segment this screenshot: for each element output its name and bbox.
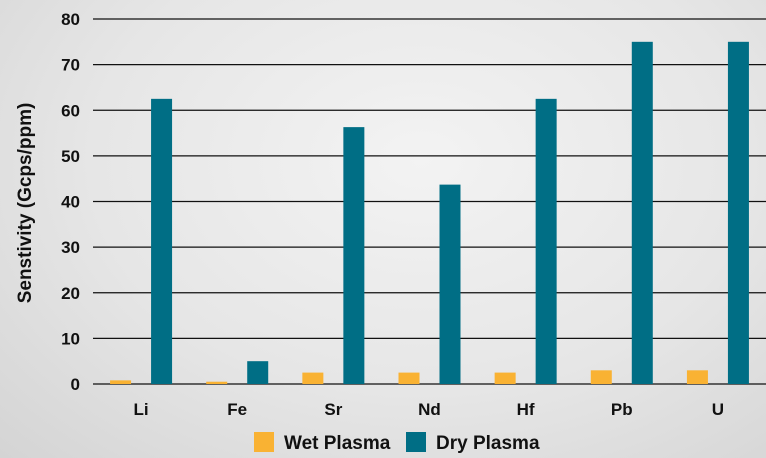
legend: Wet Plasma Dry Plasma (254, 432, 540, 454)
y-tick-label: 80 (61, 10, 80, 29)
y-axis-label: Senstivity (Gcps/ppm) (15, 103, 36, 304)
y-grid-lines (93, 18, 766, 385)
bar-dry-plasma-pb (631, 41, 653, 384)
y-tick-label: 10 (61, 329, 80, 348)
bar-dry-plasma-fe (247, 361, 269, 384)
bar-wet-plasma-li (110, 380, 132, 384)
x-tick-label: Hf (517, 400, 535, 419)
legend-label-dry-plasma: Dry Plasma (436, 433, 540, 454)
y-tick-label: 60 (61, 101, 80, 120)
x-tick-label: Nd (418, 400, 441, 419)
x-tick-label: U (712, 400, 724, 419)
bar-wet-plasma-hf (494, 372, 516, 384)
legend-label-wet-plasma: Wet Plasma (284, 433, 391, 454)
x-tick-label: Fe (227, 400, 247, 419)
y-tick-label: 30 (61, 238, 80, 257)
bar-dry-plasma-nd (439, 184, 461, 384)
x-tick-label: Li (134, 400, 149, 419)
y-tick-labels: 0 10 20 30 40 50 60 70 80 (61, 10, 80, 394)
y-tick-label: 0 (71, 375, 80, 394)
bar-wet-plasma-nd (398, 372, 420, 384)
bar-dry-plasma-hf (535, 98, 557, 384)
x-tick-label: Sr (324, 400, 342, 419)
bar-wet-plasma-sr (302, 372, 324, 384)
legend-swatch-wet-plasma (254, 432, 274, 452)
y-tick-label: 40 (61, 193, 80, 212)
bar-dry-plasma-sr (343, 127, 365, 384)
y-tick-label: 50 (61, 147, 80, 166)
x-tick-label: Pb (611, 400, 633, 419)
bar-wet-plasma-pb (590, 370, 612, 384)
y-tick-label: 20 (61, 284, 80, 303)
bar-wet-plasma-fe (206, 381, 228, 384)
y-tick-label: 70 (61, 56, 80, 75)
bar-dry-plasma-li (151, 98, 173, 384)
x-tick-labels: Li Fe Sr Nd Hf Pb U (134, 400, 725, 419)
bar-wet-plasma-u (686, 370, 708, 384)
bar-dry-plasma-u (727, 41, 749, 384)
bars (110, 41, 749, 384)
legend-swatch-dry-plasma (406, 432, 426, 452)
